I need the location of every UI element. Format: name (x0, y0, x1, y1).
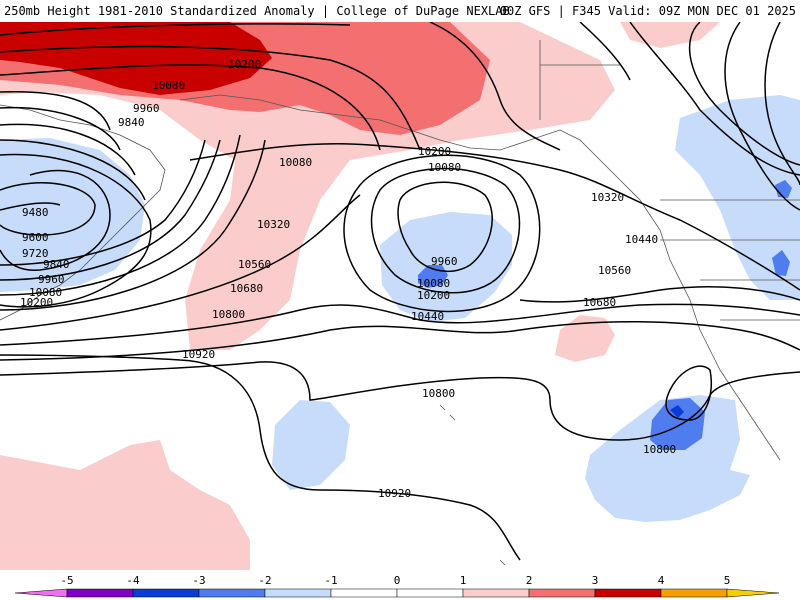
contour-label: 9960 (133, 102, 160, 115)
positive-anomaly-pink-offshore (555, 315, 615, 362)
contour-label: 10080 (29, 286, 62, 299)
contour-label: 10920 (182, 348, 215, 361)
colorbar-tick-label: 2 (526, 574, 533, 587)
contour-label: 10800 (643, 443, 676, 456)
colorbar-segment (264, 588, 332, 598)
colorbar-segment (462, 588, 530, 598)
contour-label: 10080 (417, 277, 450, 290)
contour-label: 10080 (279, 156, 312, 169)
anomaly-colorbar: -5 -4 -3 -2 -1 0 1 2 3 4 5 (14, 574, 780, 598)
contour-label: 10920 (378, 487, 411, 500)
colorbar-tick-label: -5 (60, 574, 73, 587)
colorbar-tick-label: 1 (460, 574, 467, 587)
colorbar-tick-label: 0 (394, 574, 401, 587)
contour-label: 10680 (230, 282, 263, 295)
contour-label: 10680 (583, 296, 616, 309)
contour-label: 10440 (625, 233, 658, 246)
negative-anomaly-south-core (650, 398, 705, 450)
colorbar-segments (14, 588, 780, 598)
contour-label: 10200 (417, 289, 450, 302)
colorbar-ticks: -5 -4 -3 -2 -1 0 1 2 3 4 5 (60, 574, 730, 587)
contour-label: 10560 (598, 264, 631, 277)
map-title: 250mb Height 1981-2010 Standardized Anom… (4, 4, 510, 18)
contour-label: 9960 (431, 255, 458, 268)
contour-label: 9840 (43, 258, 70, 271)
anomaly-shading (0, 22, 800, 570)
contour-label: 9480 (22, 206, 49, 219)
model-valid-time: 00Z GFS | F345 Valid: 09Z MON DEC 01 202… (499, 4, 796, 18)
colorbar-right-arrow (726, 588, 780, 598)
contour-label: 10440 (411, 310, 444, 323)
height-contours (0, 22, 800, 561)
colorbar-tick-label: 3 (592, 574, 599, 587)
negative-anomaly-northeast-trough (675, 95, 800, 300)
colorbar-tick-label: -1 (324, 574, 337, 587)
contour-label: 10800 (422, 387, 455, 400)
contour-label: 10800 (212, 308, 245, 321)
positive-anomaly-darkred-north (0, 22, 272, 95)
contour-label: 10200 (228, 58, 261, 71)
contour-label: 10320 (257, 218, 290, 231)
negative-anomaly-south-low (585, 395, 750, 522)
colorbar-segment (330, 588, 398, 598)
contour-label: 10080 (428, 161, 461, 174)
colorbar-segment (396, 588, 464, 598)
colorbar-segment (594, 588, 662, 598)
contour-label: 10560 (238, 258, 271, 271)
negative-anomaly-west-low (0, 138, 145, 292)
colorbar-segment (66, 588, 134, 598)
colorbar-segment (132, 588, 200, 598)
colorbar-tick-label: 4 (658, 574, 665, 587)
contour-label: 9600 (22, 231, 49, 244)
contour-label: 10320 (591, 191, 624, 204)
coastlines (0, 40, 800, 566)
colorbar-segment (660, 588, 728, 598)
colorbar-tick-label: 5 (724, 574, 731, 587)
colorbar-tick-label: -4 (126, 574, 140, 587)
colorbar-tick-label: -2 (258, 574, 271, 587)
negative-anomaly-mid-pacific (272, 400, 350, 490)
contour-label: 10200 (20, 296, 53, 309)
colorbar-left-arrow (14, 588, 68, 598)
contour-label: 10080 (152, 79, 185, 92)
contour-label: 10200 (418, 145, 451, 158)
positive-anomaly-pink-southwest (0, 440, 250, 570)
contour-labels: 10200 10080 9960 9840 10080 10200 10080 … (20, 58, 676, 500)
contour-label: 9840 (118, 116, 145, 129)
positive-anomaly-pink-northeast (620, 22, 720, 48)
colorbar-segment (528, 588, 596, 598)
contour-label: 9960 (38, 273, 65, 286)
negative-anomaly-ne-core2 (772, 250, 790, 276)
colorbar-tick-label: -3 (192, 574, 205, 587)
colorbar-segment (198, 588, 266, 598)
negative-anomaly-central-low (380, 212, 512, 322)
map-header: 250mb Height 1981-2010 Standardized Anom… (0, 0, 800, 22)
contour-label: 9720 (22, 247, 49, 260)
negative-anomaly-south-deep (670, 405, 684, 418)
weather-map: 10200 10080 9960 9840 10080 10200 10080 … (0, 22, 800, 570)
